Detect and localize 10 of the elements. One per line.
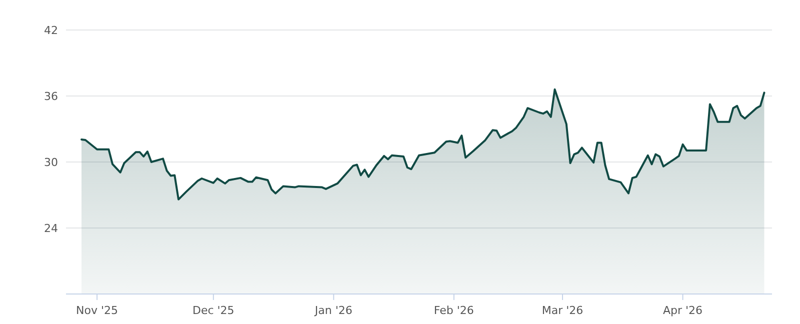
y-tick-label: 24 (44, 222, 58, 235)
y-tick-label: 36 (44, 90, 58, 103)
x-tick-label: Mar '26 (542, 304, 584, 317)
x-tick-label: Apr '26 (663, 304, 703, 317)
x-tick-label: Jan '26 (314, 304, 352, 317)
y-tick-label: 30 (44, 156, 58, 169)
x-tick-label: Feb '26 (434, 304, 474, 317)
x-tick-label: Nov '25 (76, 304, 118, 317)
y-tick-label: 42 (44, 24, 58, 37)
x-tick-label: Dec '25 (192, 304, 234, 317)
